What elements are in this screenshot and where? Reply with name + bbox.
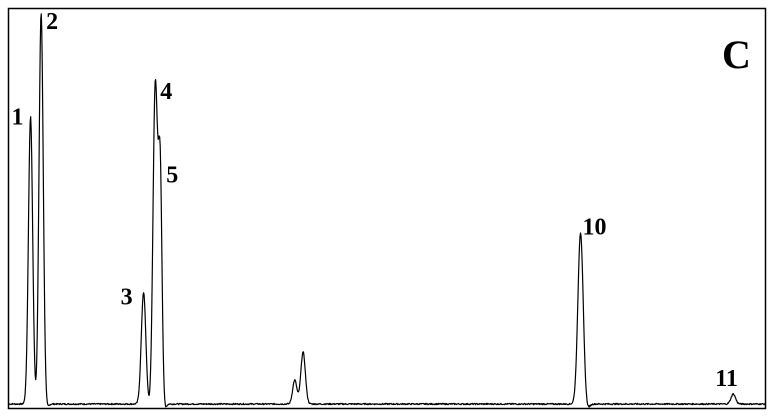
chromatogram-trace — [8, 13, 766, 408]
peak-label-11: 11 — [715, 366, 738, 392]
panel-label: C — [722, 32, 751, 77]
plot-frame — [7, 7, 767, 410]
peak-label-5: 5 — [166, 163, 178, 189]
peak-label-4: 4 — [160, 79, 172, 105]
peak-labels: 1 2 3 4 5 10 11 — [12, 9, 738, 392]
peak-label-10: 10 — [583, 214, 607, 240]
peak-label-2: 2 — [46, 9, 58, 35]
peak-label-3: 3 — [121, 284, 133, 310]
peak-label-1: 1 — [12, 105, 24, 131]
